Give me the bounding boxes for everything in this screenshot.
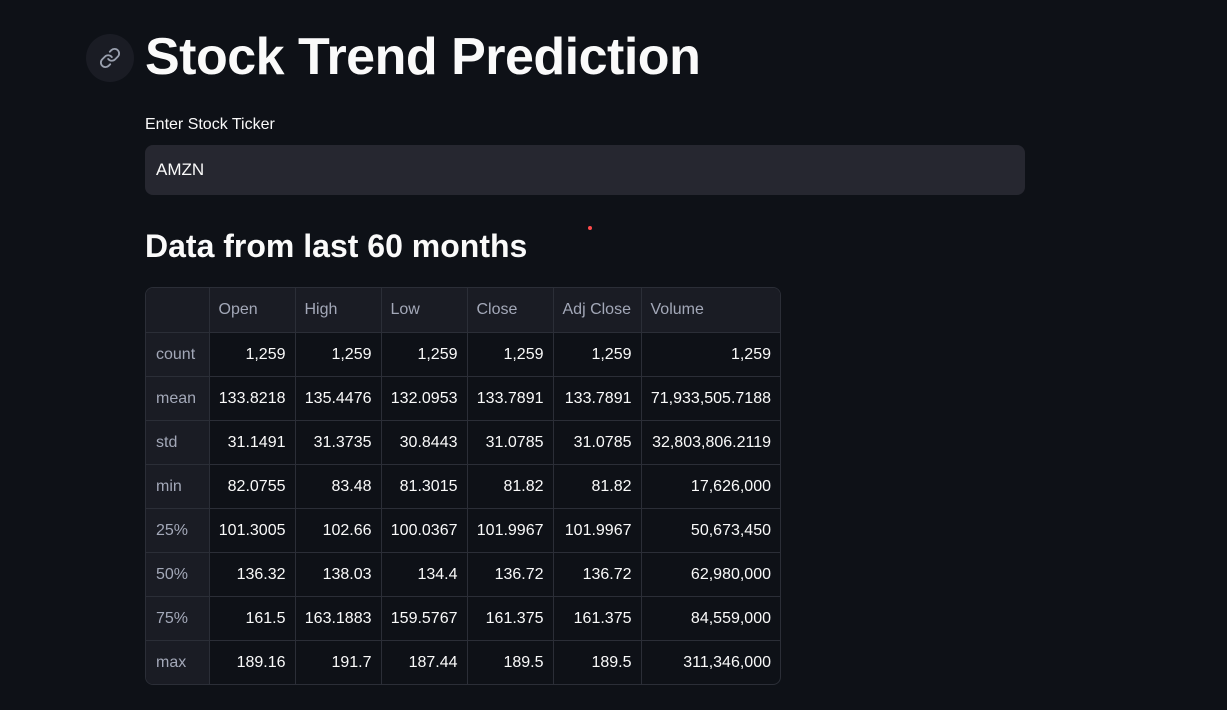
table-cell[interactable]: 31.0785 xyxy=(467,420,554,465)
row-label: 50% xyxy=(146,552,210,597)
title-anchor-link[interactable] xyxy=(86,34,134,82)
row-label: std xyxy=(146,420,210,465)
table-cell[interactable]: 311,346,000 xyxy=(683,653,771,671)
table-row: 50% 136.32 138.03 134.4 136.72 136.72 62,980,0… xyxy=(146,552,780,597)
stats-table[interactable]: Open High Low Close Adj Close Volume count 1,2… xyxy=(145,287,781,685)
table-header-row: Open High Low Close Adj Close Volume xyxy=(146,288,780,333)
table-cell[interactable]: 82.0755 xyxy=(209,464,296,509)
table-cell[interactable]: 81.82 xyxy=(467,464,554,509)
table-cell[interactable]: 189.5 xyxy=(553,640,642,684)
table-cell[interactable]: 187.44 xyxy=(381,640,468,684)
page-title: Stock Trend Prediction xyxy=(145,28,701,86)
table-row: 75% 161.5 163.1883 159.5767 161.375 161.375 84… xyxy=(146,596,780,641)
ticker-input[interactable] xyxy=(145,145,1025,195)
table-cell[interactable]: 81.3015 xyxy=(381,464,468,509)
ticker-input-label: Enter Stock Ticker xyxy=(145,116,275,133)
row-label: count xyxy=(146,332,210,377)
column-header[interactable]: High xyxy=(295,288,382,333)
table-row: mean 133.8218 135.4476 132.0953 133.7891 133.… xyxy=(146,376,780,421)
table-row: 25% 101.3005 102.66 100.0367 101.9967 101.996… xyxy=(146,508,780,553)
table-cell[interactable]: 134.4 xyxy=(381,552,468,597)
row-label: max xyxy=(146,640,210,684)
table-cell[interactable]: 31.3735 xyxy=(295,420,382,465)
table-cell[interactable]: 161.5 xyxy=(209,596,296,641)
table-cell[interactable]: 136.72 xyxy=(553,552,642,597)
table-cell[interactable]: 101.9967 xyxy=(467,508,554,553)
column-header[interactable]: Adj Close xyxy=(553,288,642,333)
table-cell[interactable]: 135.4476 xyxy=(295,376,382,421)
table-cell[interactable]: 102.66 xyxy=(295,508,382,553)
table-cell[interactable]: 1,259 xyxy=(467,332,554,377)
table-cell[interactable]: 84,559,000 xyxy=(641,596,780,641)
status-dot xyxy=(588,226,592,230)
table-cell[interactable]: 136.72 xyxy=(467,552,554,597)
table-cell[interactable]: 189.16 xyxy=(209,640,296,684)
column-header[interactable]: Open xyxy=(209,288,296,333)
table-cell[interactable]: 31.0785 xyxy=(553,420,642,465)
table-row: count 1,259 1,259 1,259 1,259 1,259 1,259 xyxy=(146,332,780,377)
table-cell[interactable]: 191.7 xyxy=(295,640,382,684)
data-subheader: Data from last 60 months xyxy=(145,228,528,264)
table-cell[interactable]: 161.375 xyxy=(553,596,642,641)
table-cell[interactable]: 100.0367 xyxy=(381,508,468,553)
table-cell[interactable]: 133.7891 xyxy=(467,376,554,421)
table-cell[interactable]: 17,626,000 xyxy=(641,464,780,509)
table-cell[interactable]: 138.03 xyxy=(295,552,382,597)
table-cell[interactable]: 136.32 xyxy=(209,552,296,597)
table-cell[interactable]: 163.1883 xyxy=(295,596,382,641)
column-header[interactable]: Close xyxy=(467,288,554,333)
table-cell[interactable]: 32,803,806.2119 xyxy=(641,420,780,465)
table-row: min 82.0755 83.48 81.3015 81.82 81.82 17,626,0… xyxy=(146,464,780,509)
table-cell[interactable]: 1,259 xyxy=(553,332,642,377)
column-header[interactable]: Low xyxy=(381,288,468,333)
column-header[interactable]: Volume xyxy=(641,288,780,333)
table-cell[interactable]: 81.82 xyxy=(553,464,642,509)
table-cell[interactable]: 189.5 xyxy=(467,640,554,684)
table-cell[interactable]: 132.0953 xyxy=(381,376,468,421)
row-label: mean xyxy=(146,376,210,421)
table-cell[interactable]: 101.9967 xyxy=(553,508,642,553)
table-cell[interactable]: 31.1491 xyxy=(209,420,296,465)
table-cell[interactable]: 1,259 xyxy=(295,332,382,377)
table-cell[interactable]: 159.5767 xyxy=(381,596,468,641)
table-cell[interactable]: 1,259 xyxy=(209,332,296,377)
table-cell[interactable]: 83.48 xyxy=(295,464,382,509)
table-cell[interactable]: 30.8443 xyxy=(381,420,468,465)
row-label: 25% xyxy=(146,508,210,553)
table-row: max 189.16 191.7 187.44 189.5 189.5 311,346,00… xyxy=(146,640,780,684)
table-cell[interactable]: 62,980,000 xyxy=(641,552,780,597)
table-cell[interactable]: 1,259 xyxy=(641,332,780,377)
link-icon xyxy=(99,47,121,69)
table-cell[interactable]: 71,933,505.7188 xyxy=(641,376,780,421)
row-label: min xyxy=(146,464,210,509)
table-cell[interactable]: 133.7891 xyxy=(553,376,642,421)
table-cell[interactable]: 133.8218 xyxy=(209,376,296,421)
table-row: std 31.1491 31.3735 30.8443 31.0785 31.0785 32… xyxy=(146,420,780,465)
table-cell[interactable]: 161.375 xyxy=(467,596,554,641)
table-cell[interactable]: 101.3005 xyxy=(209,508,296,553)
row-label: 75% xyxy=(146,596,210,641)
table-body: count 1,259 1,259 1,259 1,259 1,259 1,259 mean 1… xyxy=(146,332,780,684)
table-cell[interactable]: 1,259 xyxy=(381,332,468,377)
index-column-header[interactable] xyxy=(146,288,210,333)
table-cell[interactable]: 50,673,450 xyxy=(641,508,780,553)
